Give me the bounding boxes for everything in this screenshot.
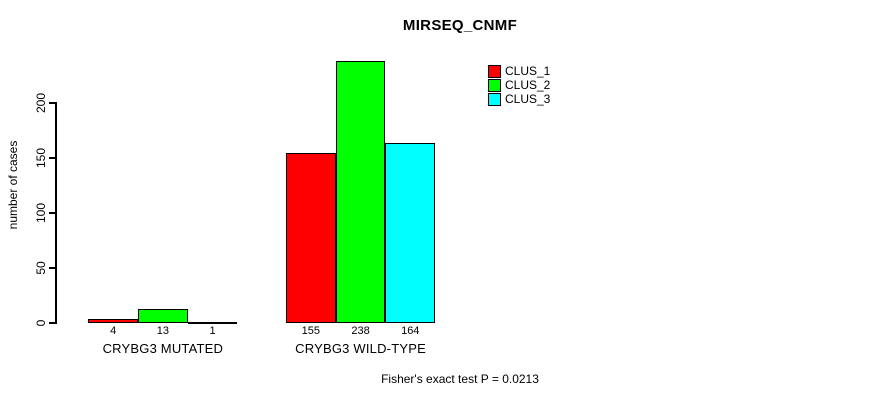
bar-clus_1-1 [88,318,138,323]
legend-item-label: CLUS_2 [505,78,551,92]
y-axis-tick-label: 50 [34,261,48,275]
bar-value-label: 164 [401,325,420,337]
bar-clus_3-2 [385,142,436,323]
y-axis-tick-label: 150 [34,147,48,169]
y-axis-label: number of cases [6,140,20,230]
y-axis-tick-label: 100 [34,202,48,224]
bar-value-label: 13 [156,325,169,337]
y-axis-tick [49,322,57,324]
bar-clus_1-2 [286,152,336,323]
legend-item-clus_3: CLUS_3 [488,93,550,106]
chart-title: MIRSEQ_CNMF [402,17,518,34]
bar-value-label: 4 [110,325,117,337]
legend-swatch-clus_2 [488,79,501,92]
y-axis-tick [49,212,57,214]
legend-item-clus_2: CLUS_2 [488,79,550,92]
legend: CLUS_1 CLUS_2 CLUS_3 [488,65,550,107]
legend-swatch-clus_1 [488,65,501,78]
legend-item-clus_1: CLUS_1 [488,65,550,78]
y-axis-tick-label: 0 [34,319,48,327]
bar-clus_2-1 [138,308,188,323]
legend-item-label: CLUS_1 [505,64,551,78]
bar-value-label: 238 [351,325,370,337]
fisher-test-annotation: Fisher's exact test P = 0.0213 [381,372,539,386]
y-axis-tick [49,157,57,159]
legend-swatch-clus_3 [488,93,501,106]
y-axis-tick [49,102,57,104]
bar-value-label: 155 [301,325,321,337]
y-axis-tick-label: 200 [34,92,48,114]
y-axis-line [55,102,57,324]
legend-item-label: CLUS_3 [505,92,551,106]
y-axis-tick [49,267,57,269]
x-category-label: CRYBG3 MUTATED [102,341,224,356]
bar-value-label: 1 [209,325,216,337]
x-category-label: CRYBG3 WILD-TYPE [295,341,426,356]
bar-clus_3-1 [187,321,238,324]
bar-clus_2-2 [335,61,386,323]
